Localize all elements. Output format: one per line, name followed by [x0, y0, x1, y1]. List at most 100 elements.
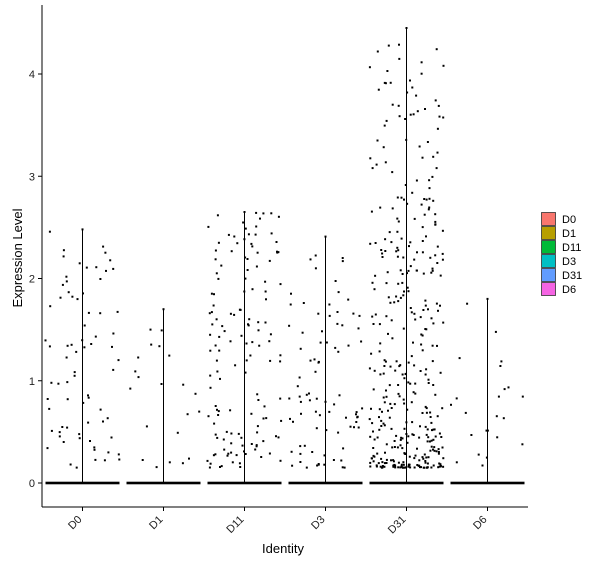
- data-point-D11: [279, 397, 282, 400]
- data-point-D0: [112, 368, 115, 371]
- data-point-D11: [208, 312, 211, 315]
- data-point-D31: [429, 416, 432, 418]
- data-point-D31: [388, 384, 391, 387]
- data-point-D31: [414, 454, 417, 457]
- data-point-D11: [209, 374, 212, 377]
- data-point-D31: [427, 208, 430, 211]
- data-point-D31: [422, 272, 425, 275]
- data-point-D31: [400, 237, 403, 240]
- data-point-D11: [226, 454, 229, 457]
- data-point-D31: [437, 452, 440, 455]
- data-point-D31: [419, 370, 422, 372]
- data-point-D31: [431, 360, 434, 363]
- data-point-D31: [407, 290, 410, 293]
- data-point-D3: [337, 350, 340, 353]
- data-point-D0: [59, 296, 62, 299]
- data-point-D31: [373, 438, 376, 441]
- data-point-D31: [375, 464, 378, 467]
- data-point-D31: [385, 458, 388, 461]
- data-point-D31: [416, 447, 418, 450]
- data-point-D31: [418, 145, 421, 148]
- data-point-D6: [486, 297, 489, 300]
- data-point-D0: [87, 421, 90, 424]
- data-point-D11: [277, 215, 280, 218]
- data-point-D11: [212, 304, 215, 307]
- data-point-D3: [299, 347, 302, 350]
- data-point-D11: [264, 280, 267, 283]
- data-point-D11: [250, 412, 253, 415]
- data-point-D3: [309, 359, 312, 362]
- data-point-D31: [400, 465, 403, 468]
- data-point-D6: [485, 456, 488, 459]
- data-point-D11: [239, 308, 242, 311]
- y-tick-label: 3: [29, 171, 35, 183]
- data-point-D31: [428, 179, 431, 182]
- data-point-D11: [258, 344, 261, 347]
- data-point-D11: [247, 323, 249, 326]
- data-point-D1: [160, 329, 163, 332]
- data-point-D31: [434, 213, 437, 216]
- data-point-D31: [439, 304, 441, 307]
- data-point-D3: [298, 376, 301, 379]
- data-point-D31: [431, 267, 434, 270]
- data-point-D31: [388, 416, 391, 419]
- data-point-D3: [301, 331, 304, 334]
- data-point-D31: [391, 103, 394, 106]
- data-point-D11: [262, 440, 265, 443]
- data-point-D11: [270, 232, 273, 235]
- data-point-D11: [245, 342, 248, 345]
- data-point-D31: [414, 382, 417, 385]
- data-point-D31: [436, 262, 439, 264]
- data-point-D31: [383, 124, 386, 127]
- data-point-D0: [93, 446, 96, 449]
- data-point-D31: [396, 446, 399, 449]
- data-point-D31: [426, 428, 429, 431]
- data-point-D31: [439, 371, 442, 374]
- data-point-D11: [218, 349, 221, 352]
- data-point-D31: [442, 457, 445, 460]
- data-point-D31: [390, 459, 392, 462]
- data-point-D31: [380, 419, 383, 422]
- data-point-D31: [421, 240, 424, 242]
- data-point-D11: [255, 444, 258, 447]
- data-point-D31: [368, 418, 371, 421]
- data-point-D31: [434, 223, 437, 226]
- data-point-D31: [413, 312, 416, 315]
- data-point-D31: [375, 465, 378, 468]
- data-point-D3: [300, 412, 302, 415]
- data-point-D11: [244, 453, 247, 455]
- data-point-D31: [427, 436, 430, 439]
- data-point-D11: [276, 251, 279, 254]
- data-point-D11: [218, 335, 221, 338]
- data-point-D0: [109, 259, 112, 262]
- data-point-D0: [73, 371, 76, 374]
- axes: 0 1 2 3 4 D0 D1 D11 D3 D31 D6: [29, 5, 528, 536]
- data-point-D31: [424, 108, 426, 110]
- data-point-D1: [168, 461, 171, 464]
- data-point-D0: [78, 262, 81, 265]
- data-point-D31: [437, 466, 440, 469]
- data-point-D31: [436, 245, 439, 248]
- data-point-D31: [398, 57, 401, 60]
- data-point-D0: [94, 458, 97, 461]
- data-point-D31: [384, 82, 387, 85]
- data-point-D11: [214, 249, 217, 252]
- data-point-D11: [217, 241, 220, 244]
- data-point-D6: [455, 397, 458, 400]
- data-point-D11: [244, 371, 247, 374]
- data-point-D0: [50, 381, 53, 384]
- data-point-D3: [299, 445, 302, 448]
- data-point-D11: [249, 354, 252, 357]
- data-point-D31: [413, 217, 416, 220]
- data-point-D31: [403, 377, 406, 380]
- data-point-D31: [435, 450, 438, 453]
- data-point-D0: [61, 426, 64, 428]
- data-point-D1: [149, 328, 152, 331]
- data-point-D31: [403, 427, 406, 430]
- data-point-D31: [402, 294, 405, 297]
- data-point-D11: [214, 258, 217, 261]
- data-point-D11: [217, 410, 220, 413]
- data-point-D0: [102, 420, 104, 423]
- data-point-D0: [89, 440, 91, 442]
- data-point-D11: [265, 298, 267, 301]
